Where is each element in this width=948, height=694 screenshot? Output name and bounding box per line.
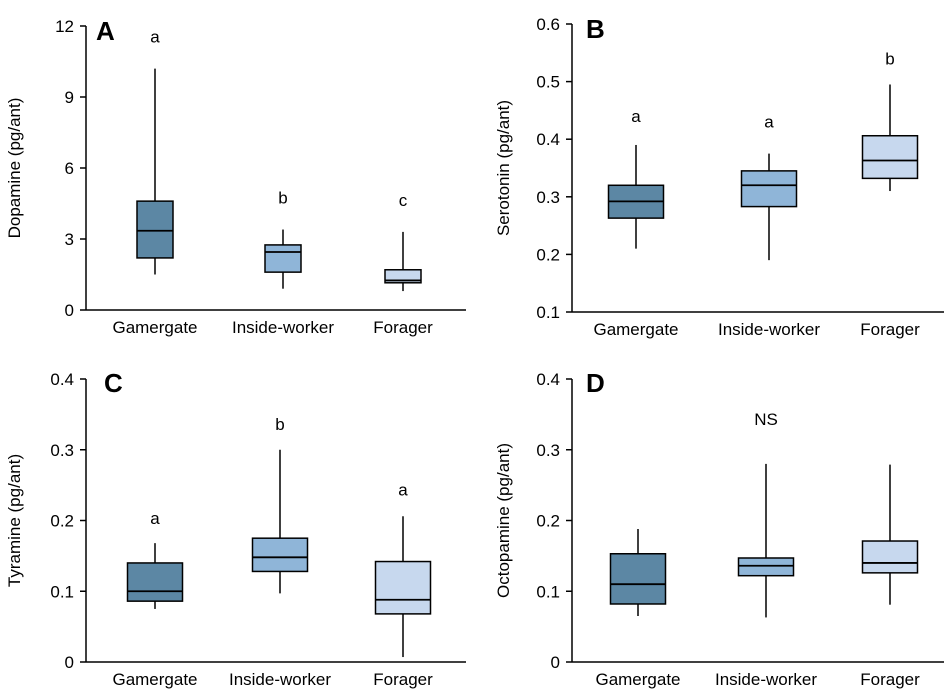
box-forager [384, 231, 422, 292]
group-letter: a [764, 113, 774, 132]
iqr-box [264, 244, 302, 273]
iqr-box [609, 553, 667, 605]
y-tick-label: 0 [551, 653, 560, 672]
box-gamergate [126, 543, 184, 609]
y-tick-label: 0 [65, 653, 74, 672]
box-forager [374, 516, 432, 658]
y-tick-label: 0.3 [536, 188, 560, 207]
box-gamergate [136, 68, 174, 275]
x-category-label: Forager [860, 320, 920, 339]
box-forager [861, 464, 919, 605]
iqr-box [740, 170, 798, 208]
iqr-box [737, 557, 795, 577]
x-category-label: Inside-worker [232, 318, 334, 337]
y-tick-label: 0.1 [50, 582, 74, 601]
y-tick-label: 0.4 [536, 130, 560, 149]
y-tick-label: 6 [65, 159, 74, 178]
y-tick-label: 0.6 [536, 15, 560, 34]
iqr-box [374, 560, 432, 615]
panel-d: 0 0.1 0.2 0.3 0.4 Octopamine (pg/ant) D Gamerga… [494, 368, 944, 689]
y-axis-title: Dopamine (pg/ant) [5, 98, 24, 239]
y-tick-label: 0 [65, 301, 74, 320]
iqr-box [861, 134, 919, 180]
panel-label: C [104, 368, 123, 398]
y-tick-label: 0.5 [536, 73, 560, 92]
panel-label: A [96, 16, 115, 46]
x-category-label: Gamergate [112, 670, 197, 689]
x-category-label: Gamergate [112, 318, 197, 337]
box-gamergate [609, 528, 667, 617]
y-tick-label: 0.1 [536, 303, 560, 322]
box-inside-worker [737, 463, 795, 618]
x-category-label: Inside-worker [718, 320, 820, 339]
y-tick-label: 0.2 [50, 512, 74, 531]
y-tick-label: 12 [55, 17, 74, 36]
group-letter: a [150, 509, 160, 528]
group-letter: b [275, 415, 284, 434]
panel-label: D [586, 368, 605, 398]
iqr-box [861, 540, 919, 574]
y-tick-label: 0.1 [536, 582, 560, 601]
y-tick-label: 0.3 [536, 441, 560, 460]
significance-label: NS [754, 410, 778, 429]
group-letter: a [631, 107, 641, 126]
panel-c: 0 0.1 0.2 0.3 0.4 Tyramine (pg/ant) C Gamergate… [5, 368, 466, 689]
y-tick-label: 0.2 [536, 245, 560, 264]
group-letter: a [398, 481, 408, 500]
y-axis-title: Octopamine (pg/ant) [494, 443, 513, 598]
x-category-label: Inside-worker [715, 670, 817, 689]
y-axis-title: Serotonin (pg/ant) [494, 100, 513, 236]
box-inside-worker [251, 449, 309, 594]
y-tick-label: 0.4 [536, 370, 560, 389]
group-letter: a [150, 28, 160, 47]
iqr-box [136, 200, 174, 259]
y-tick-label: 9 [65, 88, 74, 107]
iqr-box [251, 537, 309, 573]
group-letter: b [278, 189, 287, 208]
x-category-label: Forager [373, 670, 433, 689]
x-category-label: Gamergate [593, 320, 678, 339]
panel-b: 0.1 0.2 0.3 0.4 0.5 0.6 Serotonin (pg/ant) B Gam… [494, 14, 944, 339]
y-tick-label: 0.3 [50, 441, 74, 460]
x-category-label: Gamergate [595, 670, 680, 689]
x-category-label: Inside-worker [229, 670, 331, 689]
box-inside-worker [740, 153, 798, 261]
box-inside-worker [264, 229, 302, 289]
group-letter: c [399, 191, 408, 210]
panel-label: B [586, 14, 605, 44]
panel-a: 0 3 6 9 12 Dopamine (pg/ant) A Gamergate a Inside… [5, 16, 466, 337]
iqr-box [126, 562, 184, 602]
y-tick-label: 0.4 [50, 370, 74, 389]
x-category-label: Forager [373, 318, 433, 337]
y-axis-title: Tyramine (pg/ant) [5, 454, 24, 587]
box-forager [861, 84, 919, 192]
box-gamergate [607, 144, 665, 249]
y-tick-label: 3 [65, 230, 74, 249]
x-category-label: Forager [860, 670, 920, 689]
y-tick-label: 0.2 [536, 512, 560, 531]
group-letter: b [885, 49, 894, 68]
